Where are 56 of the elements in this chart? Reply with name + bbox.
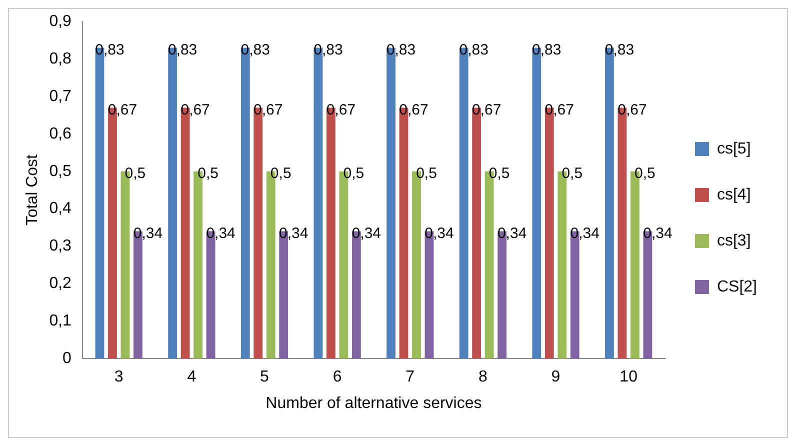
data-label: 0,67 bbox=[254, 101, 283, 118]
y-tick-label: 0,6 bbox=[49, 125, 72, 142]
data-label: 0,34 bbox=[570, 224, 600, 242]
data-label: 0,34 bbox=[133, 224, 163, 242]
y-tick-label: 0,7 bbox=[49, 88, 72, 105]
data-label: 0,83 bbox=[314, 41, 343, 58]
x-tick-label: 4 bbox=[187, 368, 196, 386]
data-label: 0,83 bbox=[386, 41, 416, 58]
legend-label: CS[2] bbox=[716, 278, 757, 296]
x-tick-label: 8 bbox=[478, 368, 488, 386]
data-label: 0,5 bbox=[343, 165, 364, 182]
data-label: 0,67 bbox=[544, 101, 574, 118]
y-axis-title: Total Cost bbox=[24, 154, 42, 226]
y-tick-label: 0,2 bbox=[49, 275, 72, 292]
y-tick-label: 0,5 bbox=[49, 162, 72, 180]
data-label: 0,67 bbox=[326, 101, 356, 118]
data-label: 0,34 bbox=[497, 224, 527, 242]
data-label: 0,34 bbox=[352, 224, 382, 242]
data-label: 0,5 bbox=[634, 165, 656, 182]
y-tick-label: 0,1 bbox=[49, 312, 72, 330]
y-tick-label: 0,4 bbox=[49, 200, 72, 218]
x-tick-label: 7 bbox=[406, 368, 415, 386]
data-label: 0,67 bbox=[399, 101, 428, 118]
data-label: 0,67 bbox=[472, 101, 502, 118]
data-label: 0,5 bbox=[488, 165, 510, 182]
legend-label: cs[3] bbox=[716, 232, 751, 250]
data-label: 0,83 bbox=[459, 41, 488, 58]
data-label: 0,5 bbox=[416, 165, 437, 182]
y-tick-label: 0,9 bbox=[49, 13, 72, 30]
x-tick-label: 10 bbox=[620, 368, 638, 386]
data-label: 0,34 bbox=[424, 224, 454, 242]
data-label: 0,83 bbox=[240, 41, 270, 58]
x-axis-title: Number of alternative services bbox=[266, 394, 482, 412]
data-label: 0,34 bbox=[643, 224, 672, 242]
data-label: 0,34 bbox=[206, 224, 236, 242]
legend-label: cs[4] bbox=[716, 186, 751, 204]
y-tick-label: 0 bbox=[62, 350, 72, 368]
data-label: 0,67 bbox=[180, 101, 210, 118]
data-label: 0,83 bbox=[95, 41, 124, 58]
data-label: 0,5 bbox=[198, 165, 218, 182]
data-label: 0,5 bbox=[562, 165, 583, 182]
y-tick-label: 0,3 bbox=[49, 238, 72, 255]
x-tick-label: 6 bbox=[332, 368, 342, 386]
x-tick-label: 3 bbox=[114, 368, 124, 386]
x-tick-label: 9 bbox=[551, 368, 560, 386]
data-label: 0,67 bbox=[108, 101, 138, 118]
data-label: 0,5 bbox=[270, 165, 292, 182]
y-tick-label: 0,8 bbox=[49, 50, 72, 68]
x-tick-label: 5 bbox=[260, 368, 270, 386]
data-label: 0,83 bbox=[532, 41, 562, 58]
data-label: 0,34 bbox=[279, 224, 308, 242]
data-label: 0,67 bbox=[618, 101, 647, 118]
data-label: 0,83 bbox=[168, 41, 198, 58]
data-label: 0,83 bbox=[604, 41, 634, 58]
legend-label: cs[5] bbox=[716, 140, 751, 158]
data-label: 0,5 bbox=[124, 165, 146, 182]
